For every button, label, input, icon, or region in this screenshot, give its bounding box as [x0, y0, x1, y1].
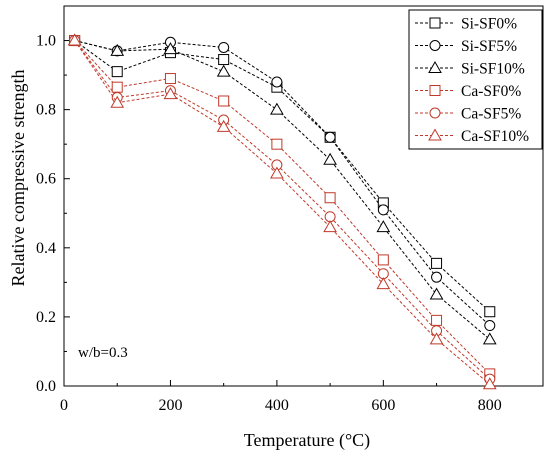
data-point	[270, 166, 284, 179]
data-point	[324, 192, 336, 204]
legend-label: Si-SF0%	[461, 16, 517, 33]
data-point	[377, 254, 389, 266]
x-tick-label: 0	[60, 397, 68, 414]
data-point	[110, 43, 125, 56]
data-point	[111, 81, 123, 93]
data-point	[324, 131, 336, 143]
data-point	[484, 306, 496, 318]
data-point	[67, 33, 82, 46]
data-point	[323, 220, 337, 233]
data-point	[429, 332, 444, 345]
legend-label: Ca-SF5%	[461, 106, 521, 123]
y-tick-label: 0.8	[36, 102, 56, 119]
y-axis-title: Relative compressive strength	[8, 70, 28, 287]
data-point	[111, 66, 123, 78]
y-tick-label: 0.6	[36, 171, 56, 188]
data-point	[216, 119, 231, 132]
legend-item: Si-SF10%	[415, 61, 525, 78]
series-layer	[67, 33, 497, 390]
y-tick-label: 0.4	[36, 240, 56, 257]
data-point	[271, 76, 283, 88]
data-point	[376, 220, 391, 233]
data-point	[163, 42, 178, 55]
data-point	[482, 377, 497, 390]
data-point	[163, 87, 178, 100]
y-tick-label: 1.0	[36, 33, 56, 50]
legend-marker	[429, 85, 441, 96]
legend-item: Ca-SF0%	[415, 83, 521, 100]
data-point	[376, 277, 391, 290]
legend-label: Si-SF5%	[461, 38, 517, 55]
data-point	[431, 314, 443, 326]
data-point	[110, 95, 125, 108]
data-point	[218, 41, 230, 53]
data-point	[482, 332, 497, 345]
data-point	[431, 257, 443, 269]
legend-label: Ca-SF0%	[461, 83, 521, 100]
data-point	[218, 54, 230, 66]
legend-marker	[428, 60, 442, 73]
legend-item: Si-SF0%	[415, 16, 517, 33]
plot-frame	[63, 5, 544, 387]
legend-label: Si-SF10%	[461, 61, 525, 78]
data-point	[431, 271, 443, 283]
series-line	[74, 40, 491, 326]
legend-label: Ca-SF10%	[461, 128, 529, 145]
x-tick-label: 800	[478, 397, 502, 414]
legend-marker	[429, 17, 441, 29]
series-ca-sf0-	[69, 35, 496, 380]
series-ca-sf10-	[67, 33, 497, 390]
x-tick-label: 200	[158, 397, 182, 414]
annotation-wb-ratio: w/b=0.3	[78, 345, 128, 361]
legend-box	[408, 9, 543, 150]
data-point	[218, 95, 230, 107]
data-point	[271, 138, 283, 150]
data-point	[484, 320, 496, 332]
y-tick-label: 0.0	[36, 378, 56, 395]
data-point	[164, 73, 176, 85]
series-line	[74, 40, 491, 375]
legend: Si-SF0% Si-SF5% Si-SF10% Ca-SF0% Ca-SF5% Ca-S…	[408, 9, 543, 150]
x-axis-title: Temperature (°C)	[244, 430, 370, 451]
legend-marker	[428, 128, 442, 141]
data-point	[216, 64, 231, 77]
legend-marker	[429, 107, 441, 119]
legend-item: Ca-SF5%	[415, 106, 521, 123]
axis-ticks: 0 200 400 600 800 0.0 0.2 0.4 0.6 0.8 1.0	[36, 33, 502, 414]
x-tick-label: 600	[371, 397, 395, 414]
x-tick-label: 400	[265, 397, 289, 414]
data-point	[323, 152, 337, 165]
legend-item: Ca-SF10%	[415, 128, 529, 145]
data-point	[377, 204, 389, 216]
data-point	[270, 102, 284, 115]
legend-marker	[429, 40, 441, 51]
plot-border	[63, 5, 544, 387]
legend-item: Si-SF5%	[415, 38, 517, 55]
y-tick-label: 0.2	[36, 309, 56, 326]
data-point	[429, 287, 444, 300]
